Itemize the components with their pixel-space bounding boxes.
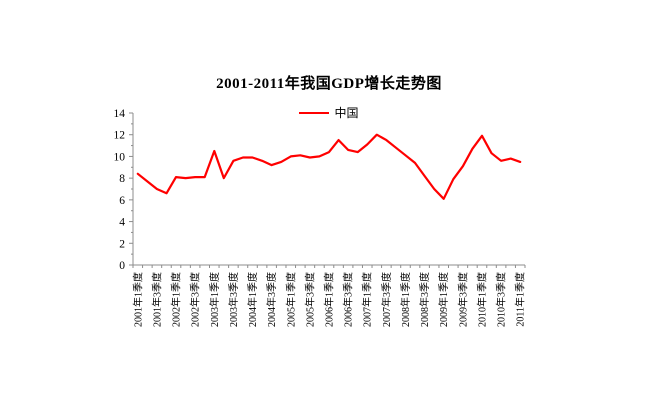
y-axis-tick-label: 2 [119, 238, 125, 250]
legend-line-swatch-icon [299, 111, 330, 114]
x-axis-tick-label: 2011年1季度 [514, 272, 527, 327]
y-axis-tick-label: 14 [114, 108, 126, 120]
x-axis-tick-label: 2004年3季度 [265, 272, 278, 327]
x-axis-tick-label: 2009年3季度 [456, 272, 469, 327]
y-axis-tick-label: 4 [119, 217, 125, 229]
x-axis-tick-label: 2001年3季度 [150, 272, 163, 327]
x-axis-tick-label: 2010年1季度 [475, 272, 488, 327]
x-axis-tick-label: 2006年1季度 [323, 272, 336, 327]
x-axis-tick-label: 2009年1季度 [437, 272, 450, 327]
legend: 中国 [133, 104, 525, 121]
x-axis-tick-label: 2003年3季度 [227, 272, 240, 327]
chart-title: 2001-2011年我国GDP增长走势图 [216, 76, 442, 92]
x-axis-tick-label: 2003年1季度 [208, 272, 221, 327]
gdp-growth-series-line [136, 133, 522, 200]
x-axis-tick-label: 2007年3季度 [380, 272, 393, 327]
x-axis-tick-label: 2008年1季度 [399, 272, 412, 327]
y-axis-tick-label: 6 [119, 195, 125, 207]
y-axis-tick-label: 8 [119, 173, 125, 185]
x-axis-tick-label: 2002年1季度 [170, 272, 183, 327]
legend-label-china: 中国 [334, 106, 359, 120]
x-axis-tick-label: 2001年1季度 [131, 272, 144, 327]
x-axis-tick-label: 2010年3季度 [495, 272, 508, 327]
x-axis-tick-label: 2005年1季度 [284, 272, 297, 327]
y-axis-tick-label: 12 [114, 130, 126, 142]
x-axis-tick-label: 2004年1季度 [246, 272, 259, 327]
x-axis-tick-label: 2006年3季度 [342, 272, 355, 327]
y-axis-tick-label: 10 [114, 151, 126, 163]
x-axis-tick-label: 2008年3季度 [418, 272, 431, 327]
x-axis-tick-label: 2007年1季度 [361, 272, 374, 327]
x-axis-tick-label: 2005年3季度 [303, 272, 316, 327]
y-axis-tick-label: 0 [119, 260, 125, 272]
x-axis-tick-label: 2002年3季度 [189, 272, 202, 327]
